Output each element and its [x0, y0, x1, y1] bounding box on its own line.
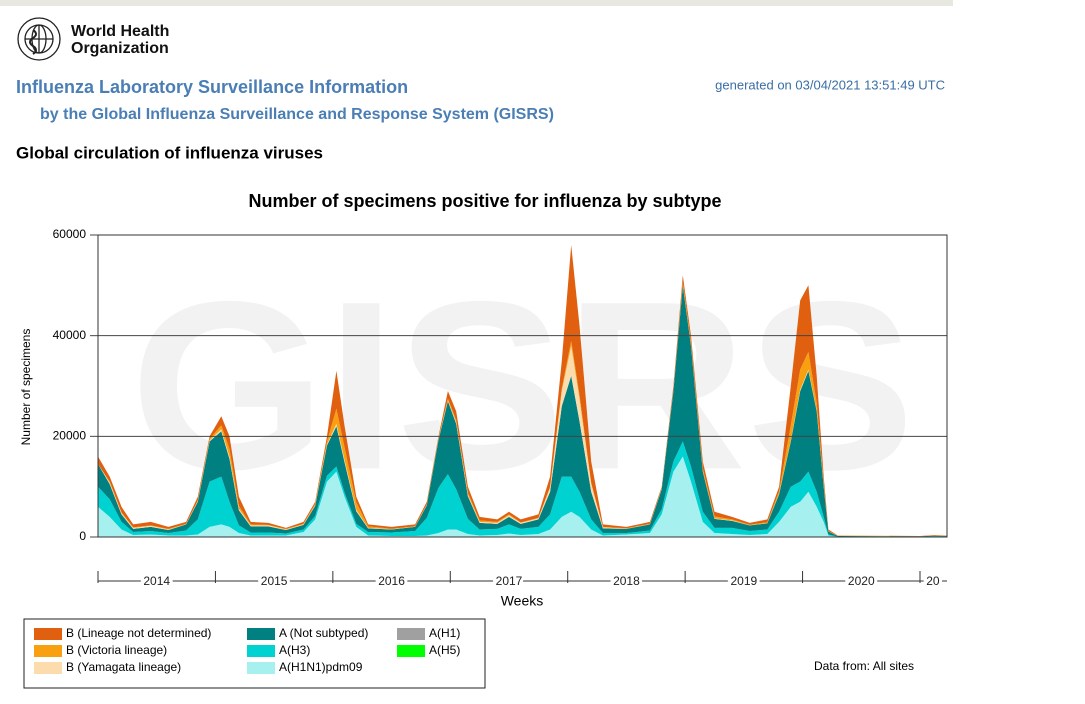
legend-swatch — [247, 628, 275, 640]
org-name: Organization — [71, 40, 169, 57]
x-tick-label: 2018 — [613, 574, 640, 588]
x-tick-label: 2019 — [730, 574, 757, 588]
legend-swatch — [247, 662, 275, 674]
source-note: Data from: All sites — [814, 659, 914, 673]
plot-frame — [97, 234, 948, 538]
legend-label: A(H3) — [279, 643, 310, 657]
legend-swatch — [397, 628, 425, 640]
browser-strip — [0, 0, 953, 6]
legend-swatch — [34, 645, 62, 657]
legend-label: A(H1N1)pdm09 — [279, 660, 363, 674]
y-tick-label: 40000 — [53, 328, 87, 342]
legend-label: A(H5) — [429, 643, 460, 657]
legend-label: A (Not subtyped) — [279, 626, 368, 640]
section-title: Global circulation of influenza viruses — [16, 143, 323, 162]
x-tick-label: 20 — [926, 574, 940, 588]
legend-swatch — [34, 662, 62, 674]
y-tick-label: 60000 — [53, 227, 87, 241]
who-logo — [17, 17, 61, 61]
legend-swatch — [34, 628, 62, 640]
page-subtitle: by the Global Influenza Surveillance and… — [40, 106, 554, 123]
legend-label: B (Yamagata lineage) — [66, 660, 181, 674]
legend-swatch — [397, 645, 425, 657]
legend-label: A(H1) — [429, 626, 460, 640]
legend-swatch — [247, 645, 275, 657]
x-tick-label: 2016 — [378, 574, 405, 588]
x-tick-label: 2017 — [496, 574, 523, 588]
chart-title: Number of specimens positive for influen… — [248, 191, 721, 211]
org-name: World Health — [71, 23, 169, 40]
legend-label: B (Lineage not determined) — [66, 626, 211, 640]
generated-time: generated on 03/04/2021 13:51:49 UTC — [715, 77, 945, 92]
x-tick-label: 2014 — [143, 574, 170, 588]
y-tick-label: 20000 — [53, 429, 87, 443]
y-axis-label: Number of specimens — [19, 329, 33, 446]
x-tick-label: 2015 — [261, 574, 288, 588]
page-title: Influenza Laboratory Surveillance Inform… — [16, 77, 408, 97]
y-tick-label: 0 — [79, 529, 86, 543]
x-axis-label: Weeks — [501, 593, 544, 609]
chart: Number of specimens positive for influen… — [19, 191, 948, 689]
x-tick-label: 2020 — [848, 574, 875, 588]
legend-label: B (Victoria lineage) — [66, 643, 167, 657]
